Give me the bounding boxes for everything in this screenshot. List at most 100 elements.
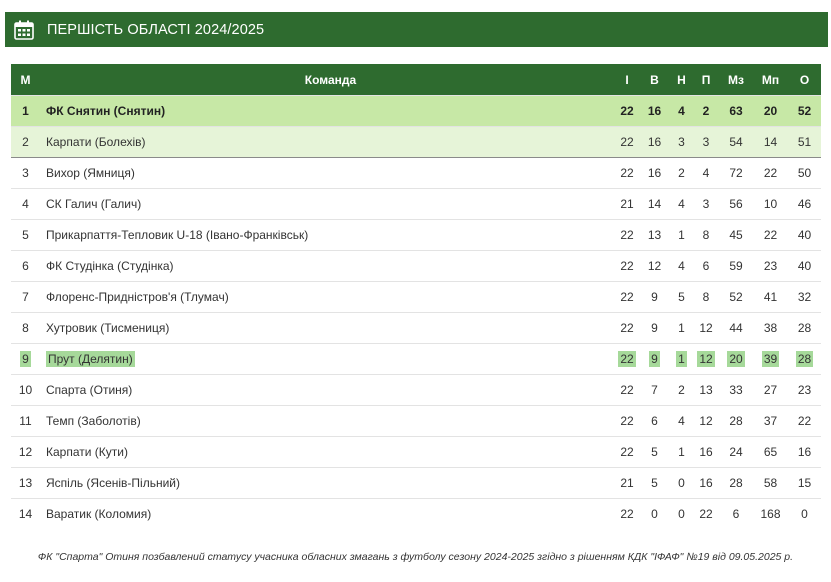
goals-for-cell: 52	[719, 281, 753, 313]
wins-cell: 16	[639, 95, 670, 127]
team-name-cell[interactable]: ФК Студінка (Студінка)	[40, 250, 615, 282]
points: 23	[797, 383, 812, 397]
draws: 0	[678, 507, 685, 521]
goals-for-cell: 54	[719, 126, 753, 158]
table-row[interactable]: 11 Темп (Заболотів) 22 6 4 12 28 37 22	[11, 405, 821, 437]
team-name: Вихор (Ямниця)	[46, 166, 135, 180]
table-row[interactable]: 8 Хутровик (Тисмениця) 22 9 1 12 44 38 28	[11, 312, 821, 344]
table-row[interactable]: 1 ФК Снятин (Снятин) 22 16 4 2 63 20 52	[11, 95, 821, 127]
losses-cell: 3	[693, 126, 719, 158]
losses: 12	[697, 351, 715, 367]
table-row[interactable]: 6 ФК Студінка (Студінка) 22 12 4 6 59 23 40	[11, 250, 821, 282]
losses-cell: 12	[693, 405, 719, 437]
losses: 16	[699, 445, 713, 459]
team-name-cell[interactable]: Темп (Заболотів)	[40, 405, 615, 437]
wins-cell: 16	[639, 157, 670, 189]
draws: 4	[678, 259, 685, 273]
goals-against: 41	[763, 290, 778, 304]
team-name-cell[interactable]: Прикарпаття-Тепловик U-18 (Івано-Франків…	[40, 219, 615, 251]
draws-cell: 0	[670, 467, 693, 499]
goals-against: 22	[763, 228, 778, 242]
draws: 2	[678, 166, 685, 180]
points: 50	[797, 166, 812, 180]
losses-cell: 3	[693, 188, 719, 220]
points: 32	[797, 290, 812, 304]
team-name-cell[interactable]: Спарта (Отиня)	[40, 374, 615, 406]
column-header-wins[interactable]: В	[639, 64, 670, 96]
team-name-cell[interactable]: Варатик (Коломия)	[40, 498, 615, 529]
table-row[interactable]: 5 Прикарпаття-Тепловик U-18 (Івано-Франкі…	[11, 219, 821, 251]
goals-for-cell: 72	[719, 157, 753, 189]
points-cell: 23	[788, 374, 821, 406]
team-position: 8	[22, 321, 29, 335]
losses: 13	[699, 383, 713, 397]
table-row[interactable]: 10 Спарта (Отиня) 22 7 2 13 33 27 23	[11, 374, 821, 406]
table-row[interactable]: 13 Яспіль (Ясенів-Пільний) 21 5 0 16 28 58 15	[11, 467, 821, 499]
table-row[interactable]: 12 Карпати (Кути) 22 5 1 16 24 65 16	[11, 436, 821, 468]
column-header-goals-for[interactable]: Мз	[719, 64, 753, 96]
table-row[interactable]: 2 Карпати (Болехів) 22 16 3 3 54 14 51	[11, 126, 821, 158]
draws-cell: 3	[670, 126, 693, 158]
column-header-draws[interactable]: Н	[670, 64, 693, 96]
team-name-cell[interactable]: Флоренс-Придністров'я (Тлумач)	[40, 281, 615, 313]
team-name-cell[interactable]: Карпати (Кути)	[40, 436, 615, 468]
draws-cell: 1	[670, 436, 693, 468]
column-header-games[interactable]: І	[615, 64, 639, 96]
team-position-cell: 7	[11, 281, 40, 313]
team-position-cell: 1	[11, 95, 40, 127]
losses-cell: 12	[693, 343, 719, 375]
points: 51	[797, 135, 812, 149]
team-name: Флоренс-Придністров'я (Тлумач)	[46, 290, 229, 304]
table-row[interactable]: 4 СК Галич (Галич) 21 14 4 3 56 10 46	[11, 188, 821, 220]
goals-against-cell: 41	[753, 281, 788, 313]
footnote: ФК "Спарта" Отиня позбавлений статусу уч…	[37, 551, 794, 563]
goals-against-cell: 27	[753, 374, 788, 406]
table-header-row: М Команда І В Н П Мз Мп О	[11, 64, 821, 96]
team-position: 5	[22, 228, 29, 242]
points: 40	[797, 259, 812, 273]
draws-cell: 1	[670, 219, 693, 251]
team-name: Варатик (Коломия)	[46, 507, 152, 521]
points: 22	[797, 414, 812, 428]
wins: 9	[649, 351, 660, 367]
games-played: 22	[620, 507, 634, 521]
goals-for-cell: 24	[719, 436, 753, 468]
team-position-cell: 13	[11, 467, 40, 499]
draws: 4	[678, 414, 685, 428]
losses-cell: 16	[693, 436, 719, 468]
team-name-cell[interactable]: Яспіль (Ясенів-Пільний)	[40, 467, 615, 499]
column-header-position[interactable]: М	[11, 64, 40, 96]
goals-for: 59	[729, 259, 743, 273]
games-played: 21	[620, 476, 634, 490]
team-name-cell[interactable]: Карпати (Болехів)	[40, 126, 615, 158]
points: 0	[801, 507, 808, 521]
team-name-cell[interactable]: Прут (Делятин)	[40, 343, 615, 375]
goals-for-cell: 6	[719, 498, 753, 529]
goals-for: 56	[729, 197, 743, 211]
wins: 9	[651, 321, 658, 335]
draws-cell: 4	[670, 250, 693, 282]
column-header-goals-against[interactable]: Мп	[753, 64, 788, 96]
team-name-cell[interactable]: Хутровик (Тисмениця)	[40, 312, 615, 344]
losses-cell: 8	[693, 281, 719, 313]
games-played-cell: 22	[615, 250, 639, 282]
team-name-cell[interactable]: ФК Снятин (Снятин)	[40, 95, 615, 127]
team-position: 7	[22, 290, 29, 304]
games-played-cell: 22	[615, 281, 639, 313]
goals-against: 37	[763, 414, 778, 428]
column-header-points[interactable]: О	[788, 64, 821, 96]
table-row[interactable]: 3 Вихор (Ямниця) 22 16 2 4 72 22 50	[11, 157, 821, 189]
column-header-losses[interactable]: П	[693, 64, 719, 96]
team-name: Карпати (Болехів)	[46, 135, 146, 149]
column-header-team[interactable]: Команда	[40, 64, 615, 96]
points: 52	[797, 104, 812, 118]
team-name-cell[interactable]: СК Галич (Галич)	[40, 188, 615, 220]
goals-against-cell: 38	[753, 312, 788, 344]
table-row[interactable]: 14 Варатик (Коломия) 22 0 0 22 6 168 0	[11, 498, 821, 529]
table-row[interactable]: 7 Флоренс-Придністров'я (Тлумач) 22 9 5 8 52 41…	[11, 281, 821, 313]
goals-for: 33	[729, 383, 743, 397]
goals-for: 24	[729, 445, 743, 459]
team-name-cell[interactable]: Вихор (Ямниця)	[40, 157, 615, 189]
table-row[interactable]: 9 Прут (Делятин) 22 9 1 12 20 39 28	[11, 343, 821, 375]
wins-cell: 12	[639, 250, 670, 282]
